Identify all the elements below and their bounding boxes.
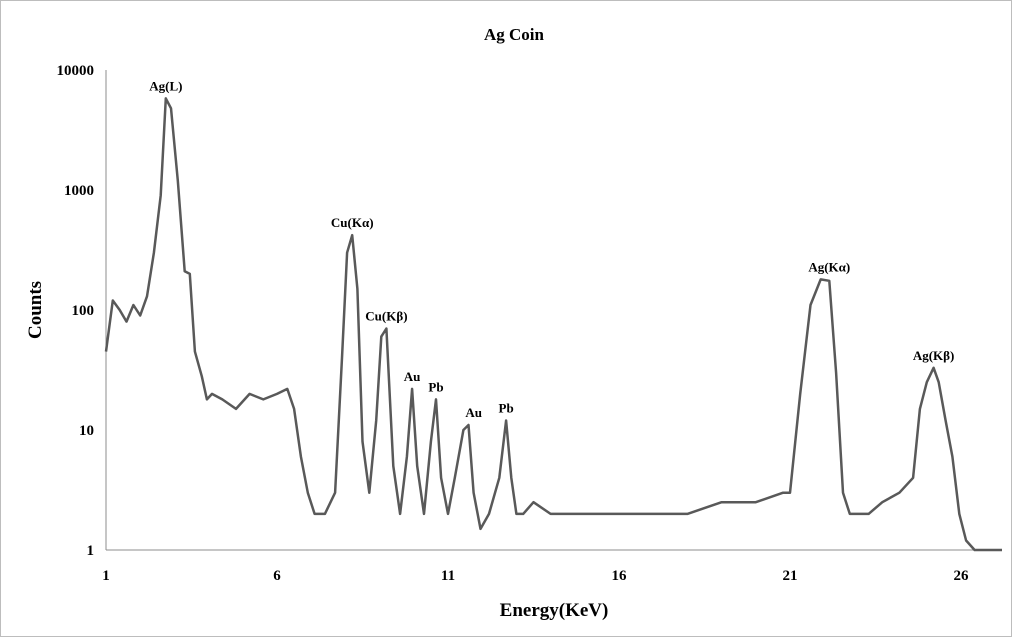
x-tick-label: 6 [273, 568, 281, 584]
peak-label: Ag(L) [149, 78, 182, 93]
x-axis-label: Energy(KeV) [500, 600, 609, 621]
peak-label: Cu(Kβ) [365, 309, 407, 324]
y-axis-label: Counts [25, 281, 46, 339]
peak-label: Pb [428, 379, 443, 394]
axes [105, 70, 1002, 551]
peak-label: Cu(Kα) [331, 215, 374, 230]
peak-label: Ag(Kβ) [913, 348, 955, 363]
chart-title: Ag Coin [484, 25, 545, 44]
y-tick-label: 10000 [57, 63, 95, 79]
peak-annotations: Ag(L) Cu(Kα) Cu(Kβ) Au Pb Au Pb Ag(Kα) Ag(Kβ) [149, 78, 954, 420]
peak-label: Ag(Kα) [808, 259, 850, 274]
y-tick-label: 100 [72, 303, 95, 319]
x-tick-label: 1 [102, 568, 110, 584]
peak-label: Pb [499, 400, 514, 415]
peak-label: Au [465, 405, 482, 420]
peak-label: Au [404, 369, 421, 384]
x-tick-label: 21 [782, 568, 797, 584]
y-tick-label: 1000 [64, 183, 94, 199]
series-line-0 [104, 97, 1002, 552]
y-tick-label: 10 [79, 423, 94, 439]
x-tick-label: 16 [611, 568, 627, 584]
x-tick-label: 11 [441, 568, 455, 584]
x-tick-label: 26 [953, 568, 969, 584]
y-tick-label: 1 [87, 543, 95, 559]
series [104, 97, 1002, 552]
